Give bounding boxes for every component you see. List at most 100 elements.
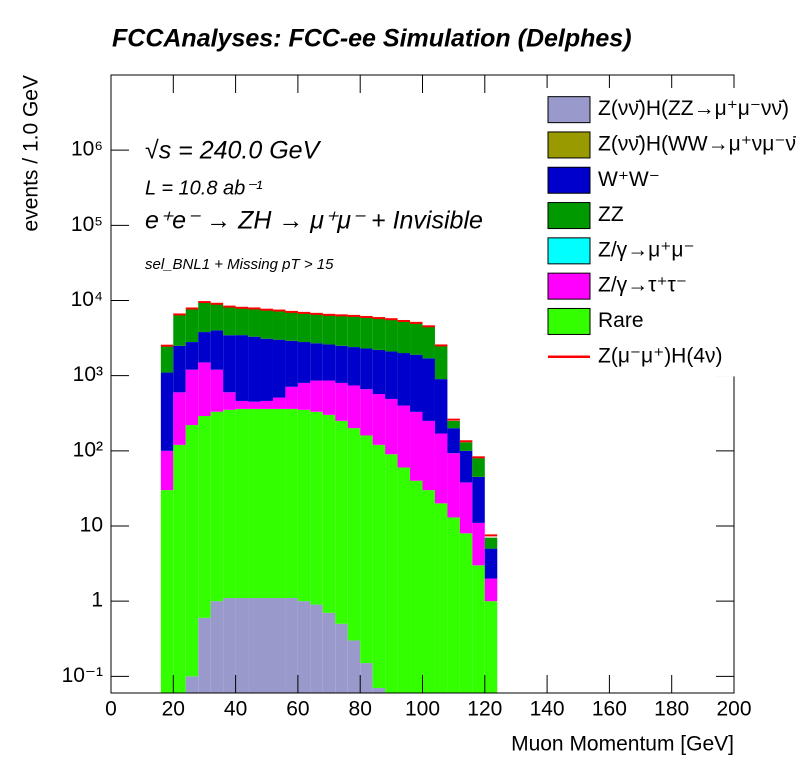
bar [223,335,236,393]
bar [185,369,199,426]
legend-swatch [547,131,591,159]
annotation: e⁺e⁻ → ZH → μ⁺μ⁻ + Invisible [145,207,483,235]
bar [397,467,411,693]
bar [173,345,186,393]
y-tick-label: 10⁴ [71,288,103,311]
bar [322,344,336,381]
bar [160,490,174,693]
bar [335,420,348,624]
bar [410,323,423,355]
bar [335,623,348,693]
bar [235,598,249,693]
bar [272,310,286,340]
bar [472,565,485,693]
bar [410,411,423,481]
bar [272,339,286,398]
bar [272,408,286,599]
bar [459,533,473,693]
bar [260,309,273,339]
bar [198,332,211,363]
legend-label: Z/γ→μ⁺μ⁻ [598,238,695,261]
bar [198,617,211,693]
legend-swatch [547,166,591,194]
bar [385,351,398,399]
x-tick-label: 140 [530,698,565,721]
bar [223,306,236,336]
x-tick-label: 60 [286,698,309,721]
legend-label: Z/γ→τ⁺τ⁻ [598,274,687,297]
bar [447,517,460,693]
bar [372,318,386,350]
bar [335,382,348,421]
bar [335,345,348,383]
bar [310,343,323,381]
bar [248,408,261,599]
legend-label: W⁺W⁻ [598,168,660,191]
legend-swatch [547,202,591,230]
y-tick-label: 10² [73,438,103,461]
bar [347,640,361,693]
bar [198,362,211,417]
legend-swatch [547,96,591,124]
y-tick-label: 10⁻¹ [62,664,103,687]
bar [347,385,361,429]
bar [310,380,323,412]
bar [285,408,298,599]
bar [285,340,298,387]
bar [484,601,498,693]
bar [260,598,273,693]
bar [310,604,323,693]
bar [447,420,460,429]
bar [484,548,498,579]
bar [397,321,411,354]
x-tick-label: 100 [405,698,440,721]
bar [223,598,236,693]
bar [322,414,336,613]
bar [459,442,473,451]
x-tick-label: 180 [654,698,689,721]
bar [372,394,386,445]
bar [260,400,273,409]
x-axis-label: Muon Momentum [GeV] [511,733,734,756]
bar [347,428,361,641]
y-tick-label: 10⁶ [71,138,103,161]
bar [385,398,398,455]
bar [248,308,261,337]
bar [173,444,186,693]
legend-label: Z(νν̄)H(WW→μ⁺νμ⁻ν̄) [598,132,796,155]
y-tick-label: 10⁵ [71,213,103,236]
bar [484,578,498,602]
bar [372,687,386,693]
x-tick-label: 0 [105,698,117,721]
bar [472,476,485,523]
bar [322,315,336,345]
bar [360,348,373,390]
bar [185,342,199,370]
bar [285,312,298,341]
bar [434,345,448,380]
bar [223,409,236,599]
bar [198,302,211,333]
bar [285,386,298,409]
bar [210,330,224,370]
bar [360,663,373,693]
bar [235,335,249,401]
x-tick-label: 20 [162,698,185,721]
bar [360,317,373,349]
bar [434,503,448,693]
bar [235,400,249,409]
bar [472,458,485,477]
bar [422,358,435,421]
bar [160,372,174,451]
bar [297,382,311,410]
bar [297,409,311,602]
bar [248,598,261,693]
x-tick-label: 80 [349,698,372,721]
bar [310,411,323,605]
bar [372,444,386,688]
bar [335,315,348,346]
bar [260,338,273,401]
legend-swatch [547,307,591,335]
legend-label: Z(νν̄)H(ZZ→μ⁺μ⁻νν̄) [598,97,789,120]
